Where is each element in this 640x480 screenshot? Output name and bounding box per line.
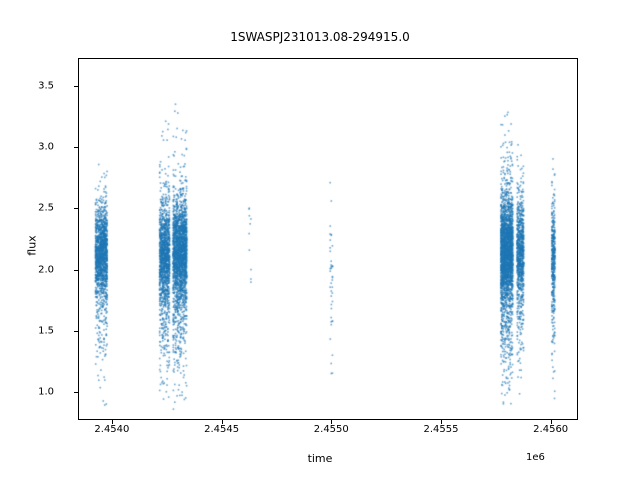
y-tick-label: 1.0 <box>38 386 54 398</box>
y-tick-label: 3.5 <box>38 80 54 92</box>
y-tick-label: 3.0 <box>38 141 54 153</box>
x-tick-label: 2.4555 <box>423 424 459 435</box>
x-tick-mark <box>550 420 552 424</box>
x-tick-mark <box>331 420 333 424</box>
y-tick-label: 1.5 <box>38 325 54 337</box>
scatter-points-layer <box>79 59 577 419</box>
x-tick-label: 2.4550 <box>313 424 349 435</box>
y-tick-mark <box>74 392 78 394</box>
y-tick-label: 2.0 <box>38 264 54 276</box>
x-axis-label: time <box>307 452 333 465</box>
x-tick-mark <box>221 420 223 424</box>
x-tick-label: 2.4560 <box>533 424 569 435</box>
x-axis-offset-label: 1e6 <box>526 452 545 463</box>
y-tick-mark <box>74 269 78 271</box>
y-tick-mark <box>74 147 78 149</box>
chart-title: 1SWASPJ231013.08-294915.0 <box>230 30 410 44</box>
plot-area <box>78 58 578 420</box>
x-tick-mark <box>440 420 442 424</box>
y-tick-mark <box>74 208 78 210</box>
x-tick-label: 2.4540 <box>94 424 130 435</box>
y-axis-label: flux <box>25 235 39 256</box>
x-tick-mark <box>111 420 113 424</box>
y-tick-mark <box>74 85 78 87</box>
y-tick-label: 2.5 <box>38 202 54 214</box>
y-tick-mark <box>74 330 78 332</box>
x-tick-label: 2.4545 <box>204 424 240 435</box>
